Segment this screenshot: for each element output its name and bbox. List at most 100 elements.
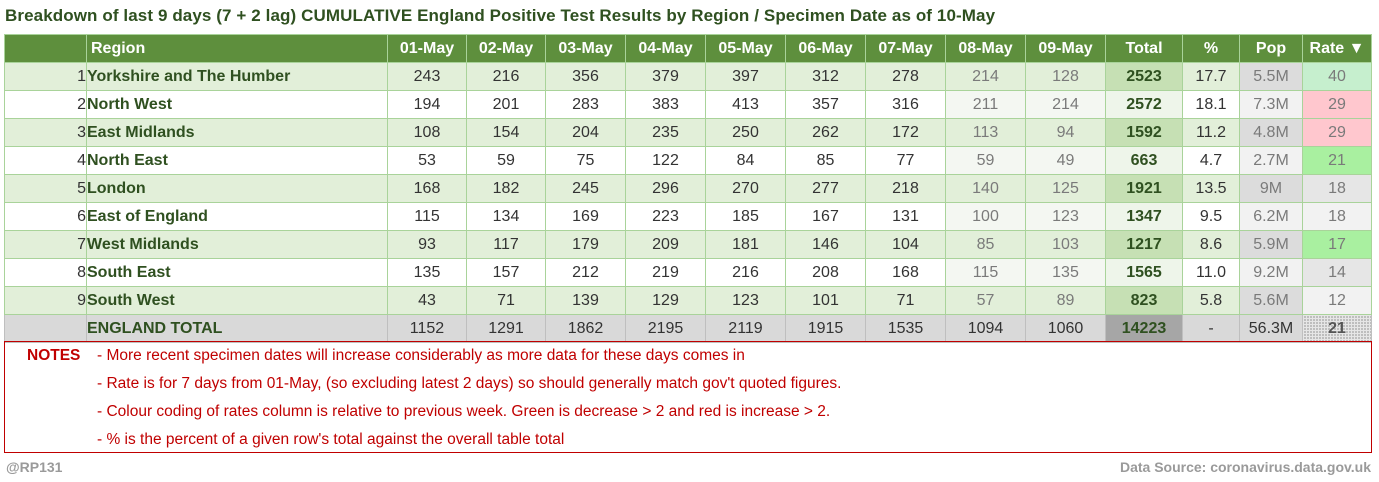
day-value-cell: 397 — [705, 62, 786, 91]
lag-day-value-cell: 57 — [945, 286, 1026, 315]
region-name-cell: West Midlands — [86, 230, 388, 259]
day-value-cell: 43 — [387, 286, 467, 315]
day-total-cell: 1291 — [466, 314, 546, 343]
day-value-cell: 129 — [625, 286, 706, 315]
lag-day-value-cell: 89 — [1025, 286, 1106, 315]
day-value-cell: 235 — [625, 118, 706, 147]
region-name-cell: South East — [86, 258, 388, 287]
region-name-cell: North West — [86, 90, 388, 119]
pop-cell: 6.2M — [1239, 202, 1303, 231]
rate-cell: 17 — [1302, 230, 1372, 259]
pop-cell: 5.5M — [1239, 62, 1303, 91]
header-06-may[interactable]: 06-May — [785, 34, 866, 63]
total-cell: 823 — [1105, 286, 1183, 315]
note-item: - More recent specimen dates will increa… — [97, 347, 745, 364]
rate-cell: 40 — [1302, 62, 1372, 91]
rate-cell: 29 — [1302, 90, 1372, 119]
lag-day-value-cell: 211 — [945, 90, 1026, 119]
total-cell: 2572 — [1105, 90, 1183, 119]
header-03-may[interactable]: 03-May — [545, 34, 626, 63]
table-row: 4 North East 53 59 75 122 84 85 77 59 49 663 4.7 2.7M… — [4, 146, 1372, 175]
percent-cell: 11.0 — [1182, 258, 1240, 287]
total-cell: 1921 — [1105, 174, 1183, 203]
day-value-cell: 243 — [387, 62, 467, 91]
header-05-may[interactable]: 05-May — [705, 34, 786, 63]
day-value-cell: 194 — [387, 90, 467, 119]
day-total-cell: 1535 — [865, 314, 946, 343]
percent-cell: 11.2 — [1182, 118, 1240, 147]
header-rate-sort[interactable]: Rate ▼ — [1302, 34, 1372, 63]
header-09-may[interactable]: 09-May — [1025, 34, 1106, 63]
header-04-may[interactable]: 04-May — [625, 34, 706, 63]
header-08-may[interactable]: 08-May — [945, 34, 1026, 63]
header-02-may[interactable]: 02-May — [466, 34, 546, 63]
total-cell: 2523 — [1105, 62, 1183, 91]
day-value-cell: 154 — [466, 118, 546, 147]
header-01-may[interactable]: 01-May — [387, 34, 467, 63]
rate-cell: 12 — [1302, 286, 1372, 315]
total-cell: 1592 — [1105, 118, 1183, 147]
pop-cell: 9M — [1239, 174, 1303, 203]
header-pop[interactable]: Pop — [1239, 34, 1303, 63]
note-item: - Colour coding of rates column is relat… — [97, 403, 831, 420]
report-title: Breakdown of last 9 days (7 + 2 lag) CUM… — [5, 6, 996, 25]
header-region[interactable]: Region — [86, 34, 388, 63]
region-results-table: Region 01-May 02-May 03-May 04-May 05-Ma… — [4, 34, 1372, 343]
day-value-cell: 357 — [785, 90, 866, 119]
day-value-cell: 356 — [545, 62, 626, 91]
lag-day-total-cell: 1094 — [945, 314, 1026, 343]
day-value-cell: 71 — [466, 286, 546, 315]
rate-cell: 18 — [1302, 202, 1372, 231]
day-value-cell: 223 — [625, 202, 706, 231]
percent-cell: 4.7 — [1182, 146, 1240, 175]
header-row: Region 01-May 02-May 03-May 04-May 05-Ma… — [4, 34, 1372, 63]
pop-cell: 56.3M — [1239, 314, 1303, 343]
region-name-cell: North East — [86, 146, 388, 175]
note-item: - Rate is for 7 days from 01-May, (so ex… — [97, 375, 842, 392]
rank-cell: 9 — [4, 286, 87, 315]
percent-cell: 9.5 — [1182, 202, 1240, 231]
day-value-cell: 283 — [545, 90, 626, 119]
day-value-cell: 104 — [865, 230, 946, 259]
day-value-cell: 208 — [785, 258, 866, 287]
day-value-cell: 209 — [625, 230, 706, 259]
rank-cell: 5 — [4, 174, 87, 203]
day-value-cell: 85 — [785, 146, 866, 175]
percent-cell: - — [1182, 314, 1240, 343]
lag-day-value-cell: 85 — [945, 230, 1026, 259]
rate-cell: 21 — [1302, 146, 1372, 175]
day-value-cell: 278 — [865, 62, 946, 91]
day-value-cell: 216 — [466, 62, 546, 91]
day-total-cell: 1152 — [387, 314, 467, 343]
grand-total-cell: 14223 — [1105, 314, 1183, 343]
header-07-may[interactable]: 07-May — [865, 34, 946, 63]
day-value-cell: 250 — [705, 118, 786, 147]
lag-day-value-cell: 100 — [945, 202, 1026, 231]
day-value-cell: 218 — [865, 174, 946, 203]
region-name-cell: East Midlands — [86, 118, 388, 147]
day-value-cell: 212 — [545, 258, 626, 287]
day-total-cell: 1915 — [785, 314, 866, 343]
header-total[interactable]: Total — [1105, 34, 1183, 63]
day-value-cell: 245 — [545, 174, 626, 203]
header-percent[interactable]: % — [1182, 34, 1240, 63]
day-value-cell: 108 — [387, 118, 467, 147]
lag-day-value-cell: 135 — [1025, 258, 1106, 287]
day-value-cell: 383 — [625, 90, 706, 119]
lag-day-value-cell: 140 — [945, 174, 1026, 203]
day-value-cell: 123 — [705, 286, 786, 315]
pop-cell: 2.7M — [1239, 146, 1303, 175]
day-value-cell: 204 — [545, 118, 626, 147]
day-value-cell: 146 — [785, 230, 866, 259]
total-cell: 663 — [1105, 146, 1183, 175]
region-name-cell: London — [86, 174, 388, 203]
day-value-cell: 168 — [865, 258, 946, 287]
day-value-cell: 139 — [545, 286, 626, 315]
rank-cell: 8 — [4, 258, 87, 287]
total-cell: 1347 — [1105, 202, 1183, 231]
table-row: 1 Yorkshire and The Humber 243 216 356 379 397… — [4, 62, 1372, 91]
pop-cell: 9.2M — [1239, 258, 1303, 287]
lag-day-value-cell: 115 — [945, 258, 1026, 287]
lag-day-value-cell: 113 — [945, 118, 1026, 147]
total-cell: 1217 — [1105, 230, 1183, 259]
